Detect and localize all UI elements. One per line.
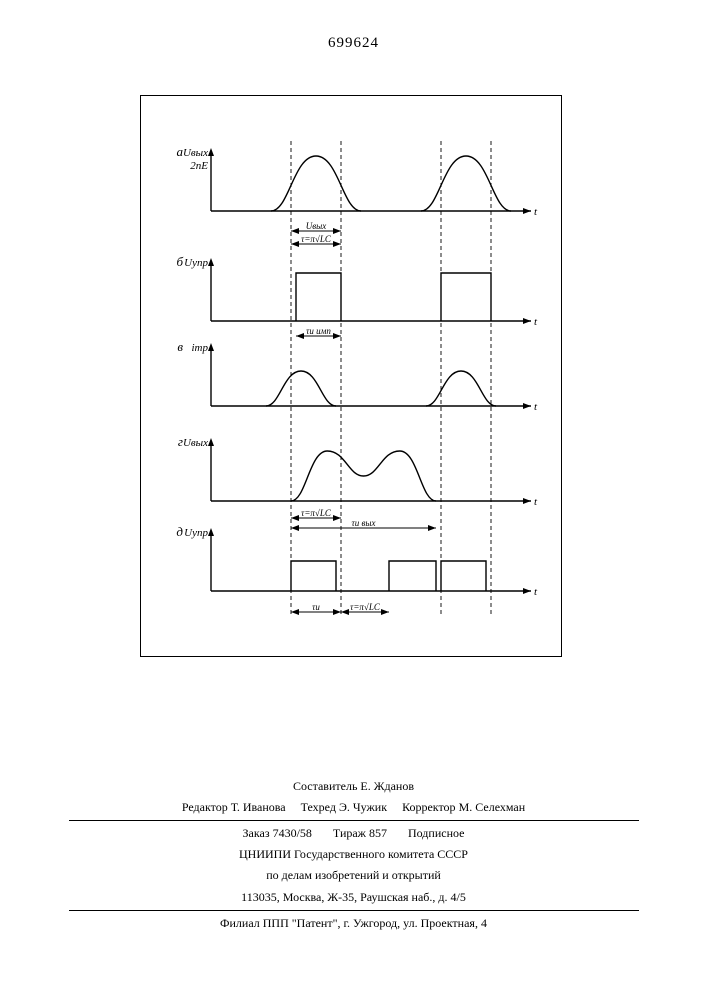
footer-block: Составитель Е. Жданов Редактор Т. Иванов… xyxy=(0,775,707,935)
compiler-line: Составитель Е. Жданов xyxy=(0,777,707,796)
order-line: Заказ 7430/58 Тираж 857 Подписное xyxy=(0,824,707,843)
timing-diagram: tаUвых2пEtбUупрUвыхτ=π√LCtвiтрτи импtгUв… xyxy=(141,96,561,656)
divider xyxy=(69,910,639,911)
svg-text:t: t xyxy=(534,496,538,508)
tirage-val: 857 xyxy=(369,826,387,840)
credits-line: Редактор Т. Иванова Техред Э. Чужик Корр… xyxy=(0,798,707,817)
svg-text:в: в xyxy=(177,339,183,354)
org-line-1: ЦНИИПИ Государственного комитета СССР xyxy=(0,845,707,864)
svg-text:д: д xyxy=(176,524,183,539)
svg-text:Uупр: Uупр xyxy=(184,527,208,539)
svg-text:Uвых: Uвых xyxy=(183,437,208,449)
corrector-label: Корректор xyxy=(402,800,456,814)
address-1: 113035, Москва, Ж-35, Раушская наб., д. … xyxy=(0,888,707,907)
svg-text:2пE: 2пE xyxy=(190,160,208,172)
svg-text:t: t xyxy=(534,316,538,328)
svg-text:Uупр: Uупр xyxy=(184,257,208,269)
svg-text:τи: τи xyxy=(312,602,320,612)
divider xyxy=(69,820,639,821)
svg-text:t: t xyxy=(534,586,538,598)
editor-name: Т. Иванова xyxy=(231,800,286,814)
svg-text:Uвых: Uвых xyxy=(306,221,327,231)
order-label: Заказ xyxy=(243,826,270,840)
page-number: 699624 xyxy=(0,35,707,52)
address-2: Филиал ППП "Патент", г. Ужгород, ул. Про… xyxy=(0,914,707,933)
svg-text:τи имп: τи имп xyxy=(306,326,331,336)
svg-text:τ=π√LC: τ=π√LC xyxy=(301,234,332,244)
svg-text:t: t xyxy=(534,206,538,218)
svg-text:iтр: iтр xyxy=(192,342,209,354)
signed-label: Подписное xyxy=(408,826,465,840)
editor-label: Редактор xyxy=(182,800,228,814)
corrector-name: М. Селехман xyxy=(459,800,526,814)
svg-text:τ=π√LC: τ=π√LC xyxy=(350,602,381,612)
techred-label: Техред xyxy=(301,800,336,814)
svg-text:t: t xyxy=(534,401,538,413)
timing-diagram-frame: tаUвых2пEtбUупрUвыхτ=π√LCtвiтрτи импtгUв… xyxy=(140,95,562,657)
order-val: 7430/58 xyxy=(273,826,312,840)
tirage-label: Тираж xyxy=(333,826,366,840)
svg-text:Uвых: Uвых xyxy=(183,147,208,159)
org-line-2: по делам изобретений и открытий xyxy=(0,866,707,885)
svg-text:τ=π√LC: τ=π√LC xyxy=(301,508,332,518)
svg-text:τи вых: τи вых xyxy=(352,518,376,528)
techred-name: Э. Чужик xyxy=(339,800,387,814)
svg-text:б: б xyxy=(176,254,183,269)
